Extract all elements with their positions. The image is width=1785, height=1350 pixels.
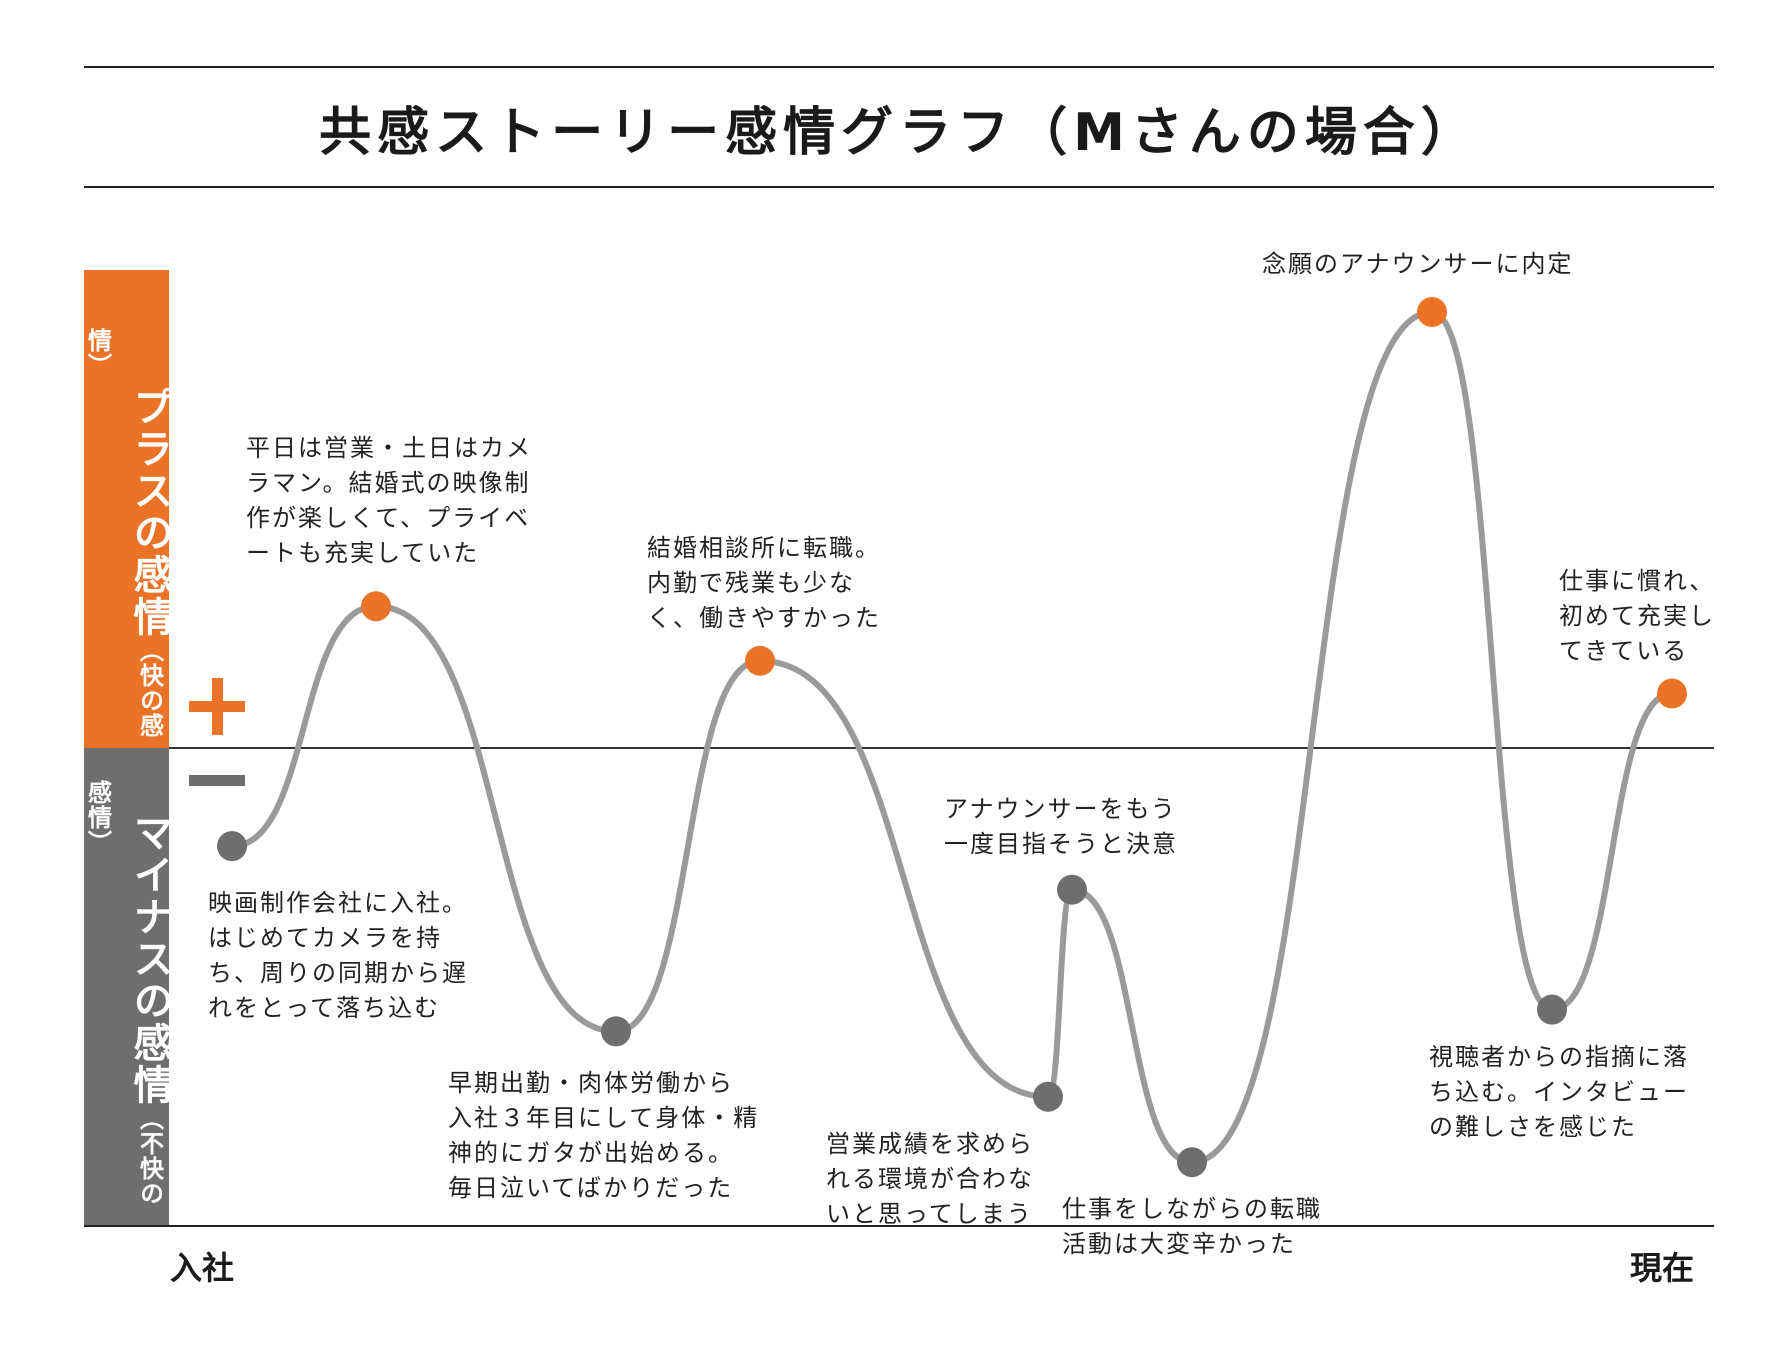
plus-band: プラスの感情（快の感情）: [83, 270, 173, 748]
emotion-curve: [229, 308, 1675, 1166]
minus-band: マイナスの感情（不快の感情）: [83, 748, 173, 1226]
point-annotation-7: 仕事をしながらの転職 活動は大変辛かった: [1062, 1195, 1322, 1259]
plus-band-sublabel: （快の感情）: [83, 328, 164, 738]
data-point-1: [217, 831, 247, 862]
point-annotation-6: アナウンサーをもう 一度目指そうと決意: [944, 794, 1178, 858]
point-annotation-3: 早期出勤・肉体労働から 入社３年目にして身体・精 神的にガタが出始める。 毎日泣…: [448, 1069, 760, 1203]
title-rule: [84, 186, 1714, 188]
plus-band-label: プラスの感情: [126, 386, 173, 638]
minus-band-sublabel: （不快の感情）: [83, 780, 164, 1206]
data-point-6: [1057, 874, 1087, 905]
minus-band-label: マイナスの感情: [126, 812, 173, 1106]
point-annotation-9: 視聴者からの指摘に落 ち込む。インタビュー の難しさを感じた: [1429, 1042, 1689, 1141]
data-point-7: [1177, 1147, 1207, 1178]
data-point-8: [1417, 297, 1447, 327]
point-annotation-1: 映画制作会社に入社。 はじめてカメラを持 ち、周りの同期から遅 れをとって落ち込…: [208, 889, 468, 1023]
plus-sign-icon-vertical: [212, 678, 223, 735]
x-end-label: 現在: [1630, 1249, 1695, 1287]
data-point-3: [601, 1016, 631, 1047]
point-annotation-4: 結婚相談所に転職。 内勤で残業も少な く、働きやすかった: [647, 533, 881, 632]
data-point-5: [1033, 1081, 1063, 1112]
point-annotation-10: 仕事に慣れ、 初めて充実し てきている: [1559, 566, 1716, 665]
point-annotation-8: 念願のアナウンサーに内定: [1262, 250, 1574, 278]
data-point-9: [1537, 994, 1567, 1025]
page-title: 共感ストーリー感情グラフ（Mさんの場合）: [319, 103, 1479, 163]
minus-sign-icon: [189, 775, 245, 786]
point-annotation-5: 営業成績を求めら れる環境が合わな いと思ってしまう: [826, 1129, 1034, 1228]
x-start-label: 入社: [170, 1249, 235, 1287]
data-point-10: [1657, 678, 1687, 709]
data-point-4: [745, 645, 775, 676]
data-point-2: [361, 591, 391, 622]
point-annotation-2: 平日は営業・土日はカメ ラマン。結婚式の映像制 作が楽しくて、プライベ ートも充…: [246, 434, 532, 568]
top-rule: [84, 66, 1714, 68]
